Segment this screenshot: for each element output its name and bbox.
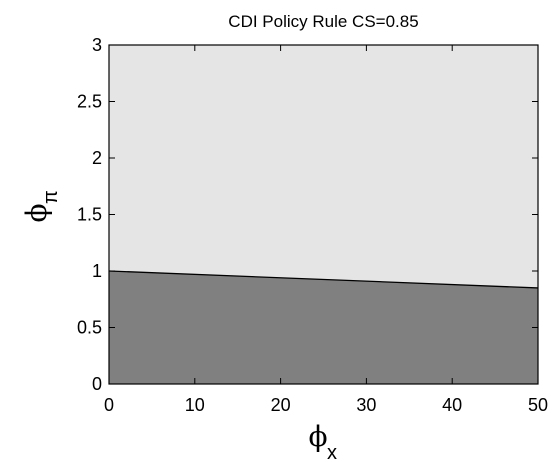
x-tick-label: 50 [528,395,548,415]
y-tick-label: 2.5 [77,92,102,112]
y-tick-label: 3 [92,35,102,55]
y-tick-label: 2 [92,148,102,168]
y-tick-label: 0.5 [77,318,102,338]
y-tick-label: 0 [92,374,102,394]
x-tick-label: 20 [271,395,291,415]
y-tick-label: 1 [92,261,102,281]
boundary-line [108,270,539,289]
chart-title: CDI Policy Rule CS=0.85 [228,12,418,31]
x-tick-label: 40 [442,395,462,415]
x-axis-label-subscript: x [327,442,337,464]
y-axis-ticks: 0 0.5 1 1.5 2 2.5 3 [77,35,538,394]
x-axis-ticks: 0 10 20 30 40 50 [104,45,548,415]
region-lower [109,271,538,384]
x-tick-label: 0 [104,395,114,415]
x-tick-label: 10 [185,395,205,415]
x-axis-label: ϕ x [308,420,337,464]
y-axis-label-symbol: ϕ [20,203,53,222]
region-upper [109,45,538,288]
y-axis-label-subscript: π [40,190,62,204]
y-tick-label: 1.5 [77,205,102,225]
x-tick-label: 30 [356,395,376,415]
y-axis-label: ϕ π [20,190,62,222]
x-axis-label-symbol: ϕ [308,420,327,453]
